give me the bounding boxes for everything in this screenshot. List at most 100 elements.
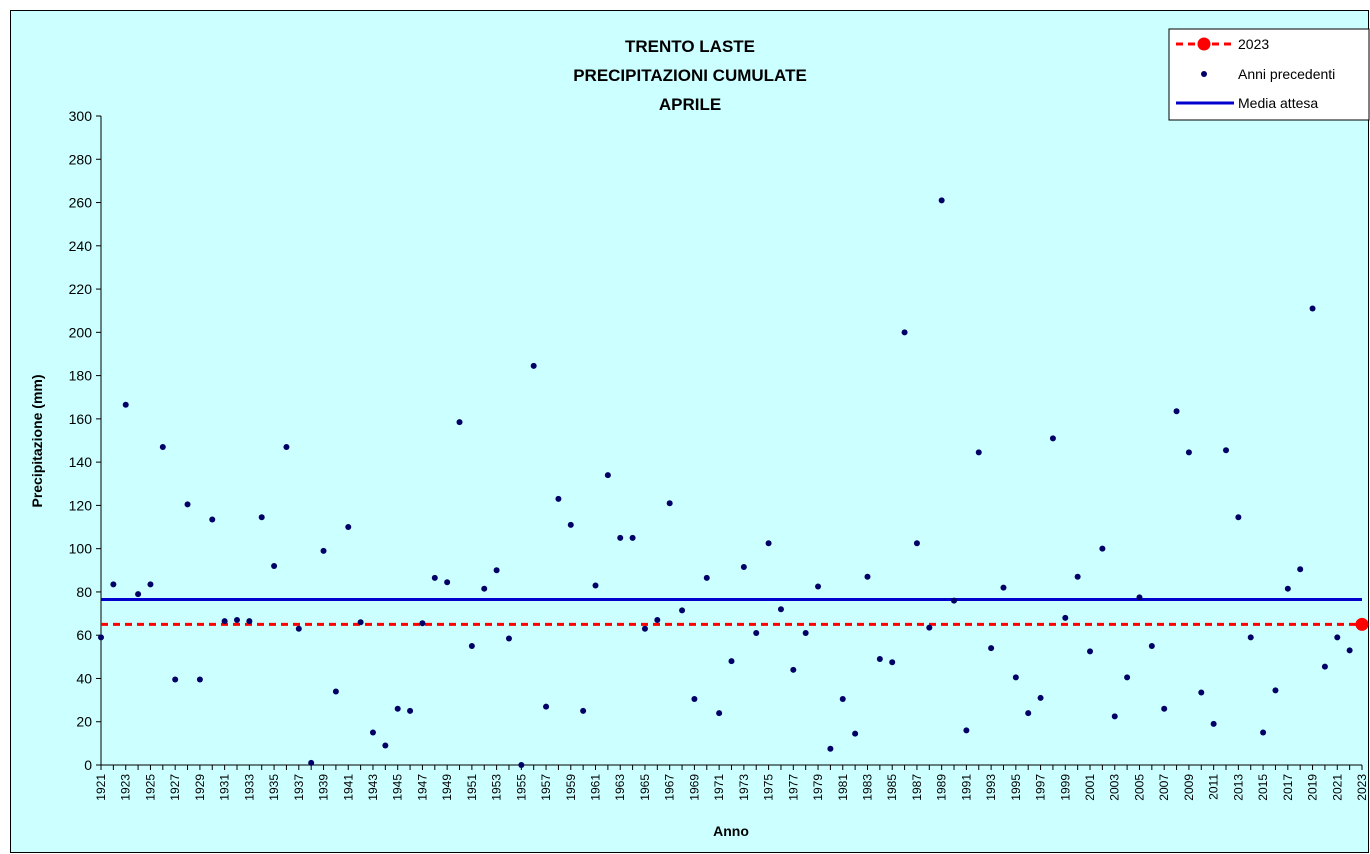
data-points <box>98 197 1369 768</box>
x-axis-ticks: 1921 1923 1925 1927 1929 1931 1933 1935 1937 1939… <box>94 765 1369 801</box>
data-point <box>110 581 117 588</box>
data-point <box>382 742 389 749</box>
data-point <box>456 419 463 426</box>
data-point <box>815 583 822 590</box>
data-point <box>209 516 216 523</box>
data-point <box>1037 694 1044 701</box>
data-point <box>1161 705 1168 712</box>
data-point <box>172 676 179 683</box>
data-point <box>666 500 673 507</box>
data-point <box>1284 585 1291 592</box>
data-point <box>765 540 772 547</box>
data-point <box>864 573 871 580</box>
data-point <box>1247 634 1254 641</box>
x-tick-label: 1959 <box>564 774 578 801</box>
data-point <box>122 401 129 408</box>
data-point <box>580 707 587 714</box>
data-point <box>468 643 475 650</box>
data-point <box>740 564 747 571</box>
chart-title-line-3: APRILE <box>659 95 721 114</box>
x-tick-label: 1953 <box>490 774 504 801</box>
data-point <box>802 630 809 637</box>
x-tick-label: 1987 <box>910 774 924 801</box>
x-tick-label: 1943 <box>366 774 380 801</box>
data-point <box>1074 573 1081 580</box>
data-point <box>963 727 970 734</box>
chart-title-line-1: TRENTO LASTE <box>625 37 755 56</box>
x-tick-label: 1967 <box>663 774 677 801</box>
data-point <box>913 540 920 547</box>
x-tick-label: 1977 <box>786 774 800 801</box>
x-tick-label: 1955 <box>514 774 528 801</box>
x-tick-label: 2007 <box>1157 774 1171 801</box>
data-point <box>1334 634 1341 641</box>
data-point <box>691 696 698 703</box>
data-point <box>1012 674 1019 681</box>
y-axis-ticks: 0 20 40 60 80 100 120 140 160 180 200 220 240 260 280 3… <box>69 108 101 773</box>
legend-previous-marker <box>1201 71 1207 77</box>
data-point <box>1148 643 1155 650</box>
x-tick-label: 1991 <box>959 774 973 801</box>
data-point <box>555 495 562 502</box>
x-tick-label: 1963 <box>613 774 627 801</box>
data-point <box>1173 408 1180 415</box>
y-tick-label: 180 <box>69 368 93 384</box>
data-point <box>518 762 525 768</box>
legend-2023-label: 2023 <box>1238 36 1269 52</box>
data-point <box>530 362 537 369</box>
x-tick-label: 1925 <box>143 774 157 801</box>
y-tick-label: 20 <box>76 714 92 730</box>
data-point <box>753 630 760 637</box>
x-tick-label: 1969 <box>687 774 701 801</box>
x-tick-label: 2021 <box>1330 774 1344 801</box>
data-point <box>332 688 339 695</box>
data-point <box>135 591 142 598</box>
axes <box>100 116 1362 766</box>
data-point <box>975 449 982 456</box>
data-point <box>295 625 302 632</box>
data-point <box>1124 674 1131 681</box>
x-tick-label: 1939 <box>317 774 331 801</box>
data-point <box>271 562 278 569</box>
y-tick-label: 120 <box>69 497 93 513</box>
data-point <box>1272 687 1279 694</box>
data-point <box>604 472 611 479</box>
x-tick-label: 1933 <box>242 774 256 801</box>
data-point <box>221 618 228 625</box>
data-point <box>592 582 599 589</box>
x-tick-label: 2003 <box>1108 774 1122 801</box>
data-point <box>1346 647 1353 654</box>
x-tick-label: 1965 <box>638 774 652 801</box>
x-tick-label: 2013 <box>1231 774 1245 801</box>
x-tick-label: 1971 <box>712 774 726 801</box>
data-point <box>1000 584 1007 591</box>
data-point <box>419 620 426 627</box>
x-tick-label: 1973 <box>737 774 751 801</box>
data-point <box>1087 648 1094 655</box>
data-point <box>1210 720 1217 727</box>
data-point <box>827 745 834 752</box>
x-tick-label: 1931 <box>218 774 232 801</box>
data-point <box>716 710 723 717</box>
data-point <box>1185 449 1192 456</box>
legend-mean-label: Media attesa <box>1238 95 1318 111</box>
data-point <box>988 645 995 652</box>
x-tick-label: 1981 <box>836 774 850 801</box>
y-tick-label: 280 <box>69 151 93 167</box>
data-point <box>1049 435 1056 442</box>
data-point <box>1136 594 1143 601</box>
x-tick-label: 2017 <box>1281 774 1295 801</box>
y-tick-label: 60 <box>76 627 92 643</box>
data-point <box>369 729 376 736</box>
data-point <box>629 534 636 541</box>
x-tick-label: 1935 <box>267 774 281 801</box>
data-point <box>654 617 661 624</box>
y-tick-label: 80 <box>76 584 92 600</box>
y-tick-label: 200 <box>69 324 93 340</box>
data-point <box>493 567 500 574</box>
x-tick-label: 1961 <box>589 774 603 801</box>
data-point <box>728 658 735 665</box>
data-point <box>1223 447 1230 454</box>
legend-2023-marker <box>1197 37 1211 51</box>
